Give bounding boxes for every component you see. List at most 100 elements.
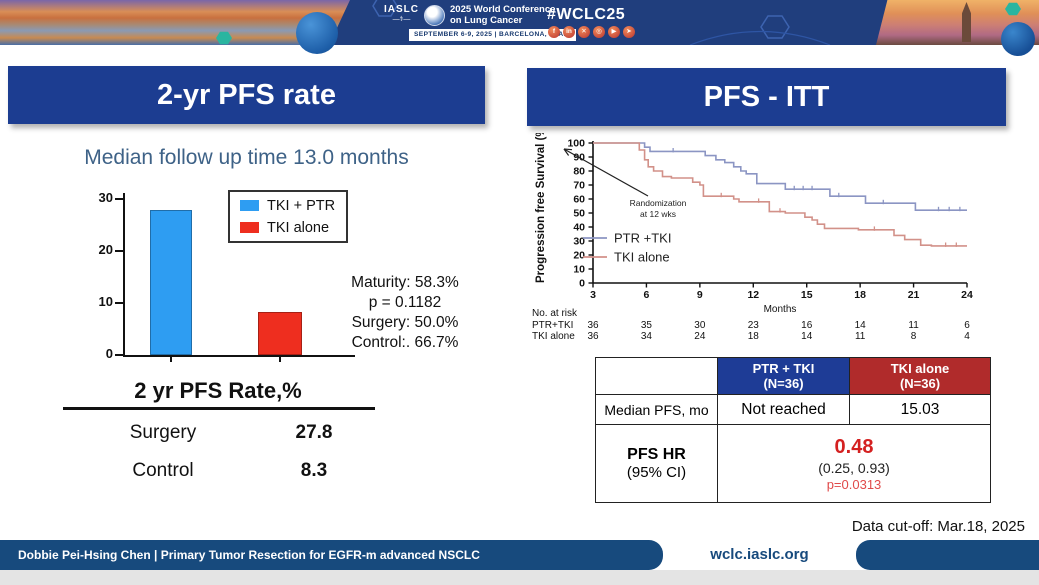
x-tick-label: 21	[908, 289, 920, 301]
data-cutoff-note: Data cut-off: Mar.18, 2025	[851, 518, 1025, 535]
legend-swatch-red	[240, 222, 259, 233]
pfs-rate-table-rule	[63, 407, 375, 410]
annotation-arrowhead	[563, 148, 570, 156]
y-tick-label: 10	[573, 264, 585, 276]
teal-hexagon-decoration-right	[1005, 2, 1021, 16]
teal-hexagon-decoration	[216, 31, 232, 45]
row-value-control: 8.3	[300, 460, 328, 481]
stat-control: Control:. 66.7%	[351, 334, 459, 351]
conference-title-line2: on Lung Cancer	[450, 15, 523, 26]
barcelona-photo-left	[0, 0, 350, 45]
x-tick-label: 24	[961, 289, 973, 301]
iaslc-logo: IASLC —⚕— 2025 World Conference on Lung C…	[384, 4, 555, 26]
blue-sphere-decoration	[296, 12, 338, 54]
km-curve-0	[593, 142, 967, 211]
x-tick-label: 18	[854, 289, 866, 301]
x-tick-label: 15	[801, 289, 813, 301]
risk-value: 16	[801, 320, 813, 331]
y-tick-label: 0	[579, 278, 585, 290]
y-tick-label: 10	[98, 294, 113, 309]
median-followup-subtitle: Median follow up time 13.0 months	[84, 146, 409, 169]
iaslc-wordmark: IASLC	[384, 4, 419, 15]
median-pfs-ptr-value: Not reached	[718, 395, 850, 425]
median-pfs-label: Median PFS, mo	[596, 395, 718, 425]
y-tick-label: 20	[573, 250, 585, 262]
legend-label-tki-alone: TKI alone	[267, 219, 330, 236]
youtube-icon: ▶	[608, 26, 620, 38]
x-tick-label: 6	[644, 289, 650, 301]
results-table: PTR + TKI (N=36) TKI alone (N=36) Median…	[595, 357, 991, 503]
x-icon: ✕	[578, 26, 590, 38]
annotation-arrowhead	[563, 148, 573, 151]
row-value-surgery: 27.8	[295, 422, 333, 443]
social-icons: f in ✕ ◎ ▶ ➤	[548, 26, 635, 38]
risk-value: 36	[587, 331, 599, 342]
risk-value: 6	[964, 320, 970, 331]
y-tick	[115, 302, 123, 304]
facebook-icon: f	[548, 26, 560, 38]
hr-pvalue: p=0.0313	[826, 476, 882, 492]
y-tick-label: 0	[105, 346, 113, 361]
footer-right-bar	[856, 540, 1039, 570]
y-tick-label: 30	[573, 236, 585, 248]
bar-chart: 0 10 20 30	[99, 185, 380, 385]
y-tick-label: 40	[573, 222, 585, 234]
y-tick-label: 50	[573, 208, 585, 220]
legend-label-0: PTR +TKI	[614, 231, 671, 246]
y-tick-label: 80	[573, 166, 585, 178]
legend-label-tki-ptr: TKI + PTR	[267, 197, 336, 214]
hr-value: 0.48	[834, 435, 874, 458]
hashtag: #WCLC25	[547, 6, 626, 23]
conference-dates: SEPTEMBER 6-9, 2025 | BARCELONA, SPAIN	[409, 29, 576, 41]
bar-chart-legend: TKI + PTR TKI alone	[228, 190, 348, 243]
table-row: Control 8.3	[0, 460, 485, 486]
results-header-empty	[596, 358, 718, 395]
randomization-annotation: Randomization	[630, 198, 687, 208]
linkedin-icon: in	[563, 26, 575, 38]
y-axis-label: Progression free Survival (%)	[535, 133, 547, 283]
x-tick	[170, 357, 172, 362]
risk-value: 11	[908, 320, 919, 331]
pfs-rate-table-title: 2 yr PFS Rate,%	[134, 378, 302, 403]
y-tick-label: 20	[98, 242, 113, 257]
instagram-icon: ◎	[593, 26, 605, 38]
share-icon: ➤	[623, 26, 635, 38]
conference-banner: IASLC —⚕— 2025 World Conference on Lung C…	[0, 0, 1039, 56]
footer-site-url: wclc.iaslc.org	[710, 546, 809, 563]
randomization-annotation: at 12 wks	[640, 209, 676, 219]
x-tick-label: 3	[590, 289, 596, 301]
risk-value: 14	[801, 331, 813, 342]
no-at-risk-label: No. at risk	[532, 308, 578, 319]
y-tick-label: 60	[573, 194, 585, 206]
risk-row-name-1: TKI alone	[532, 331, 575, 342]
x-tick-label: 12	[747, 289, 759, 301]
globe-logo-icon	[424, 4, 445, 26]
risk-row-name-0: PTR+TKI	[532, 320, 573, 331]
stat-surgery: Surgery: 50.0%	[351, 314, 459, 331]
risk-value: 11	[855, 331, 866, 342]
conference-title-line1: 2025 World Conference	[450, 4, 556, 15]
pfs-hr-label: PFS HR (95% CI)	[596, 425, 718, 502]
row-label-control: Control	[132, 460, 194, 481]
risk-value: 24	[694, 331, 706, 342]
blue-sphere-decoration-right	[1001, 22, 1035, 56]
y-axis	[123, 193, 125, 357]
risk-value: 14	[855, 320, 867, 331]
stat-maturity: Maturity: 58.3%	[351, 274, 459, 291]
risk-value: 4	[964, 331, 970, 342]
table-row: Surgery 27.8	[0, 422, 485, 448]
legend-swatch-blue	[240, 200, 259, 211]
footer-credit-text: Dobbie Pei-Hsing Chen | Primary Tumor Re…	[18, 548, 480, 562]
legend-label-1: TKI alone	[614, 250, 670, 265]
footer-credit-bar: Dobbie Pei-Hsing Chen | Primary Tumor Re…	[0, 540, 663, 570]
risk-value: 30	[694, 320, 706, 331]
caduceus-icon: —⚕—	[392, 16, 411, 23]
pfs-hr-value-cell: 0.48 (0.25, 0.93) p=0.0313	[718, 425, 990, 502]
sagrada-familia-silhouette	[962, 2, 971, 42]
stat-pvalue: p = 0.1182	[368, 294, 442, 311]
results-header-ptr-tki: PTR + TKI (N=36)	[718, 358, 850, 395]
results-header-tki-alone: TKI alone (N=36)	[850, 358, 990, 395]
y-tick	[115, 250, 123, 252]
risk-value: 18	[748, 331, 760, 342]
